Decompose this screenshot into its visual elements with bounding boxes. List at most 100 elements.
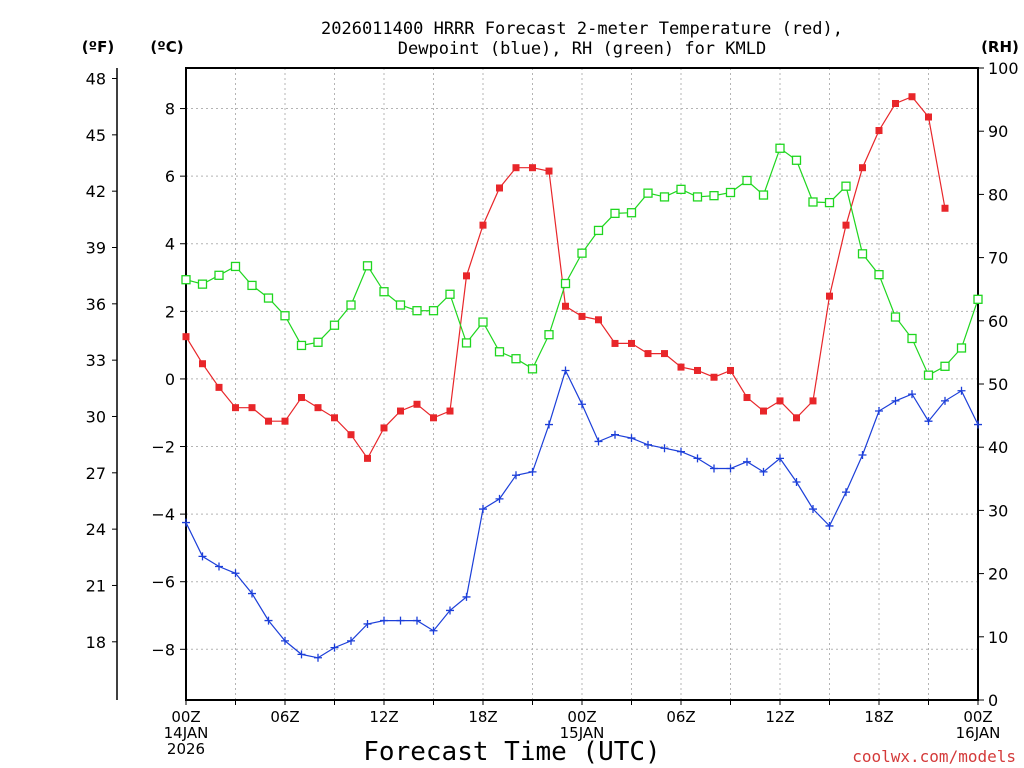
dewpoint-point (330, 643, 339, 652)
rh-point (247, 280, 257, 291)
rh-point (643, 188, 653, 198)
dewpoint-point (677, 447, 685, 456)
dewpoint-point (594, 437, 603, 446)
rh-point (461, 338, 472, 348)
credit-watermark: coolwx.com/models (852, 747, 1016, 766)
temperature-point (529, 164, 536, 172)
rh-point (395, 300, 406, 310)
rh-tick-label: 30 (988, 501, 1008, 520)
temperature-point (875, 127, 883, 135)
temperature-point (826, 292, 833, 300)
dewpoint-point (248, 589, 256, 598)
temperature-point (925, 113, 932, 121)
rh-point (296, 340, 307, 351)
rh-tick-label: 80 (988, 185, 1008, 204)
dewpoint-point (776, 454, 784, 463)
rh-point (197, 279, 208, 289)
celsius-tick-label: −6 (151, 573, 175, 592)
x-tick-label: 14JAN (164, 724, 209, 742)
temperature-point (463, 272, 470, 280)
dewpoint-point (809, 505, 817, 514)
x-tick-label: 16JAN (956, 724, 1001, 742)
temperature-point (793, 414, 800, 422)
temperature-point (265, 417, 272, 425)
temperature-point (644, 350, 652, 358)
rh-point (791, 155, 802, 165)
rh-point (841, 181, 851, 191)
temperature-point (248, 404, 256, 412)
dewpoint-point (281, 636, 289, 645)
dewpoint-point (908, 390, 916, 399)
rh-point (956, 343, 967, 353)
dewpoint-point (462, 592, 471, 601)
temperature-point (760, 407, 767, 415)
rh-point (263, 293, 274, 303)
rh-point (775, 143, 785, 153)
temperature-point (281, 417, 289, 425)
rh-point (346, 300, 356, 310)
rh-unit-label: (RH) (981, 38, 1019, 56)
fahrenheit-tick-label: 39 (86, 238, 106, 257)
rh-point (709, 191, 719, 201)
celsius-tick-label: −4 (151, 505, 175, 524)
series-layer (181, 93, 983, 662)
dewpoint-point (842, 488, 850, 497)
temperature-point (892, 99, 899, 107)
temperature-point (380, 424, 388, 432)
temperature-point (743, 394, 751, 402)
fahrenheit-tick-label: 42 (86, 182, 106, 201)
rh-point (412, 306, 422, 316)
rh-point (428, 306, 439, 316)
dewpoint-point (396, 616, 405, 625)
rh-point (181, 275, 191, 285)
dewpoint-point (578, 400, 586, 409)
rh-point (544, 330, 554, 340)
dewpoint-point (446, 606, 454, 615)
rh-point (890, 312, 901, 322)
temperature-point (859, 164, 866, 172)
celsius-tick-label: −8 (151, 640, 175, 659)
fahrenheit-tick-label: 21 (86, 576, 106, 595)
fahrenheit-tick-label: 18 (86, 633, 106, 652)
rh-tick-label: 50 (988, 375, 1008, 394)
dewpoint-point (957, 386, 966, 395)
dewpoint-point (644, 440, 652, 449)
rh-point (280, 311, 290, 321)
rh-point (610, 208, 620, 219)
temperature-point (545, 167, 553, 175)
temperature-point (595, 316, 602, 324)
temperature-point (364, 454, 371, 462)
rh-tick-label: 90 (988, 122, 1008, 141)
grid-layer (186, 68, 978, 700)
rh-point (560, 278, 571, 289)
rh-point (874, 270, 884, 280)
dewpoint-point (545, 420, 553, 429)
temperature-point (842, 221, 850, 229)
dewpoint-point (264, 616, 273, 625)
dewpoint-point (743, 457, 751, 466)
dewpoint-point (660, 444, 669, 453)
x-tick-label: 00Z (963, 708, 992, 726)
rh-point (379, 287, 389, 297)
temperature-point (611, 339, 619, 347)
temperature-point (397, 407, 404, 415)
dewpoint-point (759, 467, 768, 476)
dewpoint-point (495, 494, 504, 503)
temperature-point (331, 414, 338, 422)
rh-point (230, 261, 241, 272)
x-axis-title: Forecast Time (UTC) (363, 737, 660, 767)
fahrenheit-tick-label: 33 (86, 351, 106, 370)
rh-point (940, 361, 950, 371)
celsius-tick-label: −2 (151, 438, 175, 457)
rh-point (494, 347, 505, 357)
dewpoint-point (825, 521, 834, 530)
temperature-point (314, 404, 322, 412)
temperature-point (661, 350, 668, 358)
dewpoint-point (726, 464, 735, 473)
fahrenheit-tick-label: 30 (86, 407, 106, 426)
rh-point (329, 320, 340, 330)
rh-point (527, 364, 538, 374)
temperature-point (727, 366, 734, 374)
chart-title-line-2: Dewpoint (blue), RH (green) for KMLD (398, 39, 766, 59)
x-tick-label: 06Z (666, 708, 695, 726)
